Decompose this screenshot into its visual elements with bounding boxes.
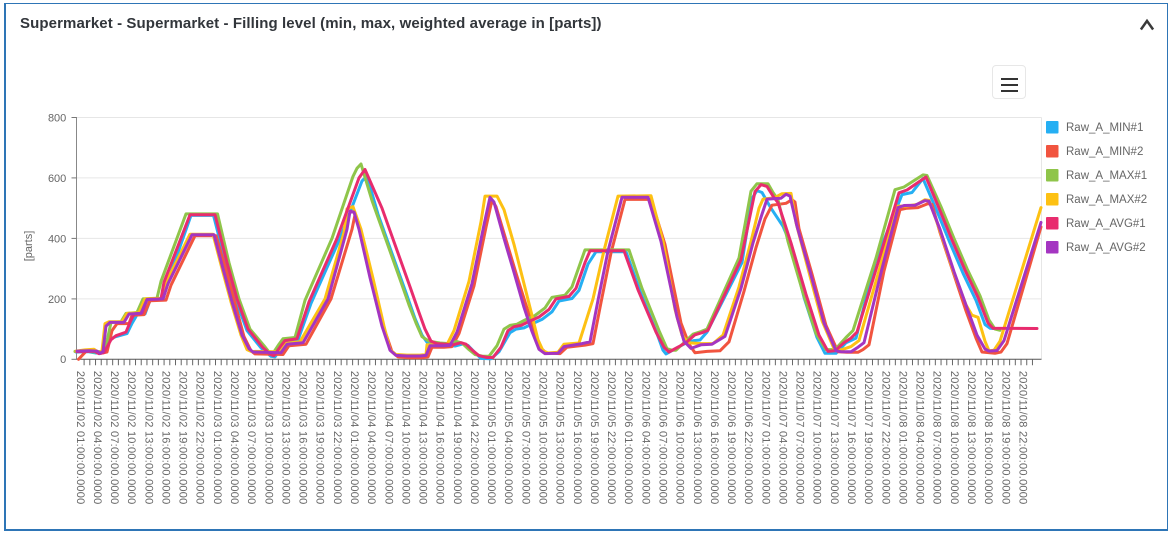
svg-text:2020/11/02 22:00:00.0000: 2020/11/02 22:00:00.0000 (193, 370, 205, 504)
svg-text:2020/11/06 22:00:00.0000: 2020/11/06 22:00:00.0000 (742, 370, 754, 504)
svg-text:2020/11/05 22:00:00.0000: 2020/11/05 22:00:00.0000 (605, 370, 617, 504)
svg-text:2020/11/02 19:00:00.0000: 2020/11/02 19:00:00.0000 (176, 370, 188, 504)
svg-text:[parts]: [parts] (23, 230, 35, 261)
svg-text:800: 800 (47, 112, 65, 124)
svg-text:2020/11/02 07:00:00.0000: 2020/11/02 07:00:00.0000 (108, 370, 120, 504)
svg-text:2020/11/08 07:00:00.0000: 2020/11/08 07:00:00.0000 (930, 370, 942, 504)
svg-text:2020/11/02 01:00:00.0000: 2020/11/02 01:00:00.0000 (73, 370, 85, 504)
svg-text:2020/11/04 16:00:00.0000: 2020/11/04 16:00:00.0000 (433, 370, 445, 504)
svg-text:2020/11/07 22:00:00.0000: 2020/11/07 22:00:00.0000 (879, 370, 891, 504)
svg-text:2020/11/06 19:00:00.0000: 2020/11/06 19:00:00.0000 (725, 370, 737, 504)
svg-text:Raw_A_MIN#2: Raw_A_MIN#2 (1066, 146, 1143, 158)
svg-text:2020/11/02 16:00:00.0000: 2020/11/02 16:00:00.0000 (159, 370, 171, 504)
svg-text:2020/11/05 19:00:00.0000: 2020/11/05 19:00:00.0000 (587, 370, 599, 504)
svg-text:2020/11/07 19:00:00.0000: 2020/11/07 19:00:00.0000 (862, 370, 874, 504)
svg-text:2020/11/04 07:00:00.0000: 2020/11/04 07:00:00.0000 (382, 370, 394, 504)
svg-text:2020/11/04 04:00:00.0000: 2020/11/04 04:00:00.0000 (365, 370, 377, 504)
svg-text:2020/11/08 13:00:00.0000: 2020/11/08 13:00:00.0000 (965, 370, 977, 504)
svg-text:2020/11/05 01:00:00.0000: 2020/11/05 01:00:00.0000 (485, 370, 497, 504)
svg-text:200: 200 (47, 293, 65, 305)
svg-text:2020/11/04 01:00:00.0000: 2020/11/04 01:00:00.0000 (348, 370, 360, 504)
svg-text:2020/11/07 01:00:00.0000: 2020/11/07 01:00:00.0000 (759, 370, 771, 504)
svg-text:2020/11/03 16:00:00.0000: 2020/11/03 16:00:00.0000 (296, 370, 308, 504)
svg-text:400: 400 (47, 233, 65, 245)
svg-text:Raw_A_MAX#1: Raw_A_MAX#1 (1066, 170, 1147, 182)
svg-text:0: 0 (60, 354, 66, 366)
svg-text:2020/11/03 13:00:00.0000: 2020/11/03 13:00:00.0000 (279, 370, 291, 504)
svg-text:2020/11/03 19:00:00.0000: 2020/11/03 19:00:00.0000 (313, 370, 325, 504)
svg-text:Raw_A_AVG#2: Raw_A_AVG#2 (1066, 242, 1146, 254)
svg-text:2020/11/08 19:00:00.0000: 2020/11/08 19:00:00.0000 (999, 370, 1011, 504)
svg-text:2020/11/03 07:00:00.0000: 2020/11/03 07:00:00.0000 (245, 370, 257, 504)
svg-text:2020/11/02 10:00:00.0000: 2020/11/02 10:00:00.0000 (125, 370, 137, 504)
svg-text:2020/11/06 13:00:00.0000: 2020/11/06 13:00:00.0000 (690, 370, 702, 504)
svg-text:2020/11/07 07:00:00.0000: 2020/11/07 07:00:00.0000 (793, 370, 805, 504)
svg-text:2020/11/08 04:00:00.0000: 2020/11/08 04:00:00.0000 (913, 370, 925, 504)
svg-text:Raw_A_AVG#1: Raw_A_AVG#1 (1066, 218, 1146, 230)
svg-text:2020/11/08 10:00:00.0000: 2020/11/08 10:00:00.0000 (947, 370, 959, 504)
svg-text:2020/11/04 13:00:00.0000: 2020/11/04 13:00:00.0000 (416, 370, 428, 504)
svg-text:2020/11/06 10:00:00.0000: 2020/11/06 10:00:00.0000 (673, 370, 685, 504)
svg-text:2020/11/08 22:00:00.0000: 2020/11/08 22:00:00.0000 (1016, 370, 1028, 504)
svg-text:2020/11/03 01:00:00.0000: 2020/11/03 01:00:00.0000 (210, 370, 222, 504)
svg-text:2020/11/04 22:00:00.0000: 2020/11/04 22:00:00.0000 (467, 370, 479, 504)
svg-text:2020/11/07 13:00:00.0000: 2020/11/07 13:00:00.0000 (827, 370, 839, 504)
svg-text:2020/11/07 10:00:00.0000: 2020/11/07 10:00:00.0000 (810, 370, 822, 504)
svg-text:Raw_A_MAX#2: Raw_A_MAX#2 (1066, 194, 1147, 206)
svg-text:2020/11/06 16:00:00.0000: 2020/11/06 16:00:00.0000 (707, 370, 719, 504)
svg-text:2020/11/05 13:00:00.0000: 2020/11/05 13:00:00.0000 (553, 370, 565, 504)
svg-text:600: 600 (47, 172, 65, 184)
svg-text:2020/11/05 07:00:00.0000: 2020/11/05 07:00:00.0000 (519, 370, 531, 504)
svg-text:2020/11/03 22:00:00.0000: 2020/11/03 22:00:00.0000 (330, 370, 342, 504)
svg-text:2020/11/07 16:00:00.0000: 2020/11/07 16:00:00.0000 (845, 370, 857, 504)
svg-text:2020/11/05 16:00:00.0000: 2020/11/05 16:00:00.0000 (570, 370, 582, 504)
svg-text:Raw_A_MIN#1: Raw_A_MIN#1 (1066, 122, 1143, 134)
svg-text:2020/11/05 10:00:00.0000: 2020/11/05 10:00:00.0000 (536, 370, 548, 504)
svg-text:2020/11/06 04:00:00.0000: 2020/11/06 04:00:00.0000 (639, 370, 651, 504)
svg-text:2020/11/06 01:00:00.0000: 2020/11/06 01:00:00.0000 (622, 370, 634, 504)
svg-text:2020/11/02 04:00:00.0000: 2020/11/02 04:00:00.0000 (90, 370, 102, 504)
svg-text:2020/11/04 10:00:00.0000: 2020/11/04 10:00:00.0000 (399, 370, 411, 504)
svg-text:2020/11/03 10:00:00.0000: 2020/11/03 10:00:00.0000 (262, 370, 274, 504)
svg-text:2020/11/03 04:00:00.0000: 2020/11/03 04:00:00.0000 (228, 370, 240, 504)
svg-text:2020/11/07 04:00:00.0000: 2020/11/07 04:00:00.0000 (776, 370, 788, 504)
svg-text:2020/11/08 16:00:00.0000: 2020/11/08 16:00:00.0000 (982, 370, 994, 504)
svg-text:2020/11/05 04:00:00.0000: 2020/11/05 04:00:00.0000 (502, 370, 514, 504)
svg-text:2020/11/02 13:00:00.0000: 2020/11/02 13:00:00.0000 (142, 370, 154, 504)
svg-text:2020/11/08 01:00:00.0000: 2020/11/08 01:00:00.0000 (896, 370, 908, 504)
svg-text:2020/11/06 07:00:00.0000: 2020/11/06 07:00:00.0000 (656, 370, 668, 504)
svg-text:2020/11/04 19:00:00.0000: 2020/11/04 19:00:00.0000 (450, 370, 462, 504)
